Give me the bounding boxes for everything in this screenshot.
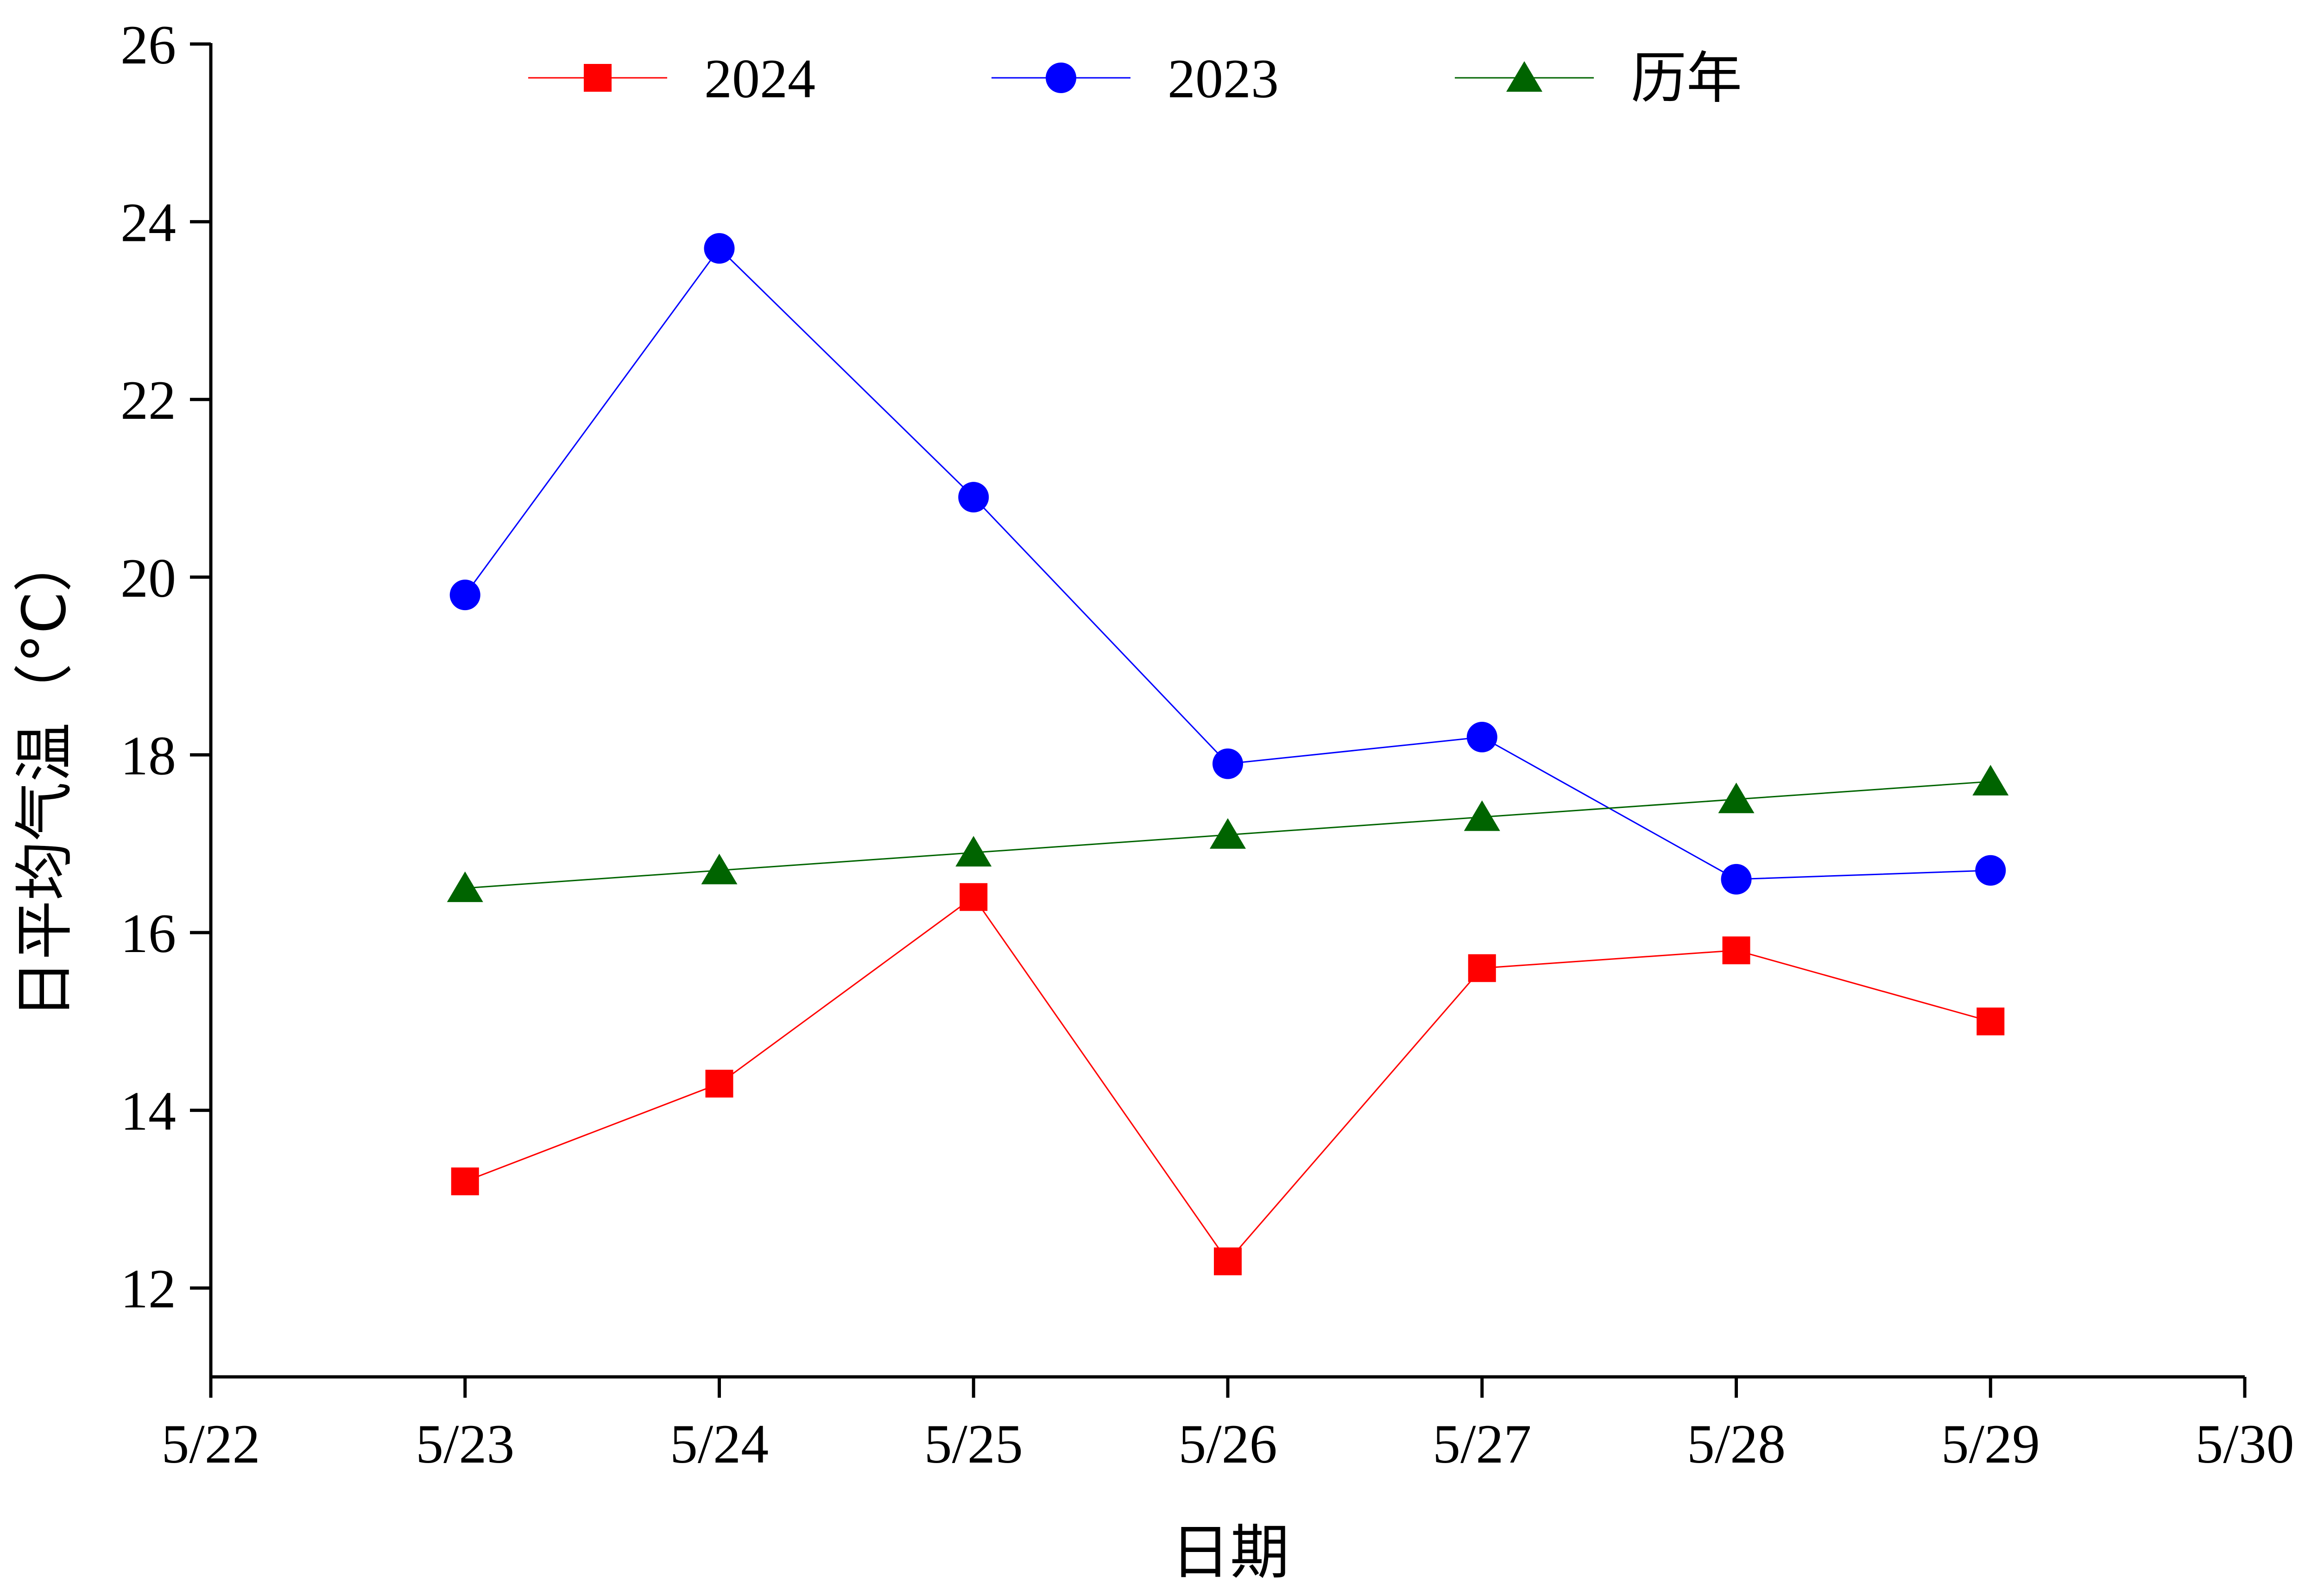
data-point bbox=[1977, 1007, 2005, 1035]
series-layer bbox=[447, 233, 2009, 1275]
y-tick-label: 22 bbox=[120, 369, 176, 431]
series-3 bbox=[447, 764, 2009, 902]
data-point bbox=[705, 1070, 733, 1098]
data-point bbox=[1212, 748, 1243, 779]
legend-label: 2024 bbox=[704, 48, 815, 109]
data-point bbox=[1718, 782, 1755, 814]
x-tick-label: 5/23 bbox=[416, 1413, 514, 1475]
data-point bbox=[1722, 936, 1750, 965]
series-1 bbox=[451, 883, 2005, 1275]
series-2 bbox=[449, 233, 2006, 895]
data-point bbox=[1468, 954, 1496, 982]
x-tick-label: 5/27 bbox=[1433, 1413, 1531, 1475]
y-axis-title: 日平均气温（°C） bbox=[10, 533, 79, 1019]
legend: 2024 2023 历年 bbox=[528, 48, 1742, 109]
data-point bbox=[1466, 722, 1497, 753]
data-point bbox=[955, 836, 992, 867]
data-point bbox=[1214, 1247, 1242, 1275]
axes: 5/22 5/23 5/24 5/25 5/26 5/27 5/28 5/29 5/30 12 14… bbox=[120, 14, 2294, 1475]
x-tick-label: 5/28 bbox=[1687, 1413, 1786, 1475]
y-tick-label: 14 bbox=[120, 1080, 176, 1142]
data-point bbox=[704, 233, 735, 264]
x-tick-label: 5/26 bbox=[1178, 1413, 1277, 1475]
y-tick-label: 16 bbox=[120, 902, 176, 964]
y-tick-label: 24 bbox=[120, 192, 176, 253]
series-line bbox=[464, 247, 1991, 880]
legend-marker bbox=[584, 64, 612, 92]
x-tick-label: 5/30 bbox=[2195, 1413, 2294, 1475]
x-tick-label: 5/22 bbox=[161, 1413, 260, 1475]
data-point bbox=[449, 580, 480, 611]
legend-marker bbox=[1506, 61, 1542, 92]
x-tick-label: 5/24 bbox=[670, 1413, 769, 1475]
legend-label: 历年 bbox=[1631, 48, 1742, 109]
x-axis-title: 日期 bbox=[1171, 1518, 1289, 1587]
data-point bbox=[960, 883, 988, 911]
x-tick-label: 5/29 bbox=[1941, 1413, 2040, 1475]
data-point bbox=[447, 871, 483, 902]
data-point bbox=[1210, 818, 1246, 849]
data-point bbox=[1721, 864, 1752, 895]
y-tick-label: 18 bbox=[120, 725, 176, 786]
y-tick-label: 26 bbox=[120, 14, 176, 76]
y-tick-label: 12 bbox=[120, 1258, 176, 1319]
legend-item: 历年 bbox=[1455, 48, 1742, 109]
series-line bbox=[465, 896, 1991, 1263]
data-point bbox=[1975, 855, 2006, 886]
legend-marker bbox=[1046, 63, 1076, 93]
data-point bbox=[958, 482, 989, 513]
legend-item: 2023 bbox=[991, 48, 1279, 109]
data-point bbox=[451, 1167, 479, 1196]
data-point bbox=[701, 853, 738, 884]
legend-label: 2023 bbox=[1168, 48, 1279, 109]
x-tick-label: 5/25 bbox=[924, 1413, 1023, 1475]
y-tick-label: 20 bbox=[120, 547, 176, 609]
legend-item: 2024 bbox=[528, 48, 815, 109]
data-point bbox=[1464, 800, 1500, 831]
data-point bbox=[1972, 764, 2009, 795]
